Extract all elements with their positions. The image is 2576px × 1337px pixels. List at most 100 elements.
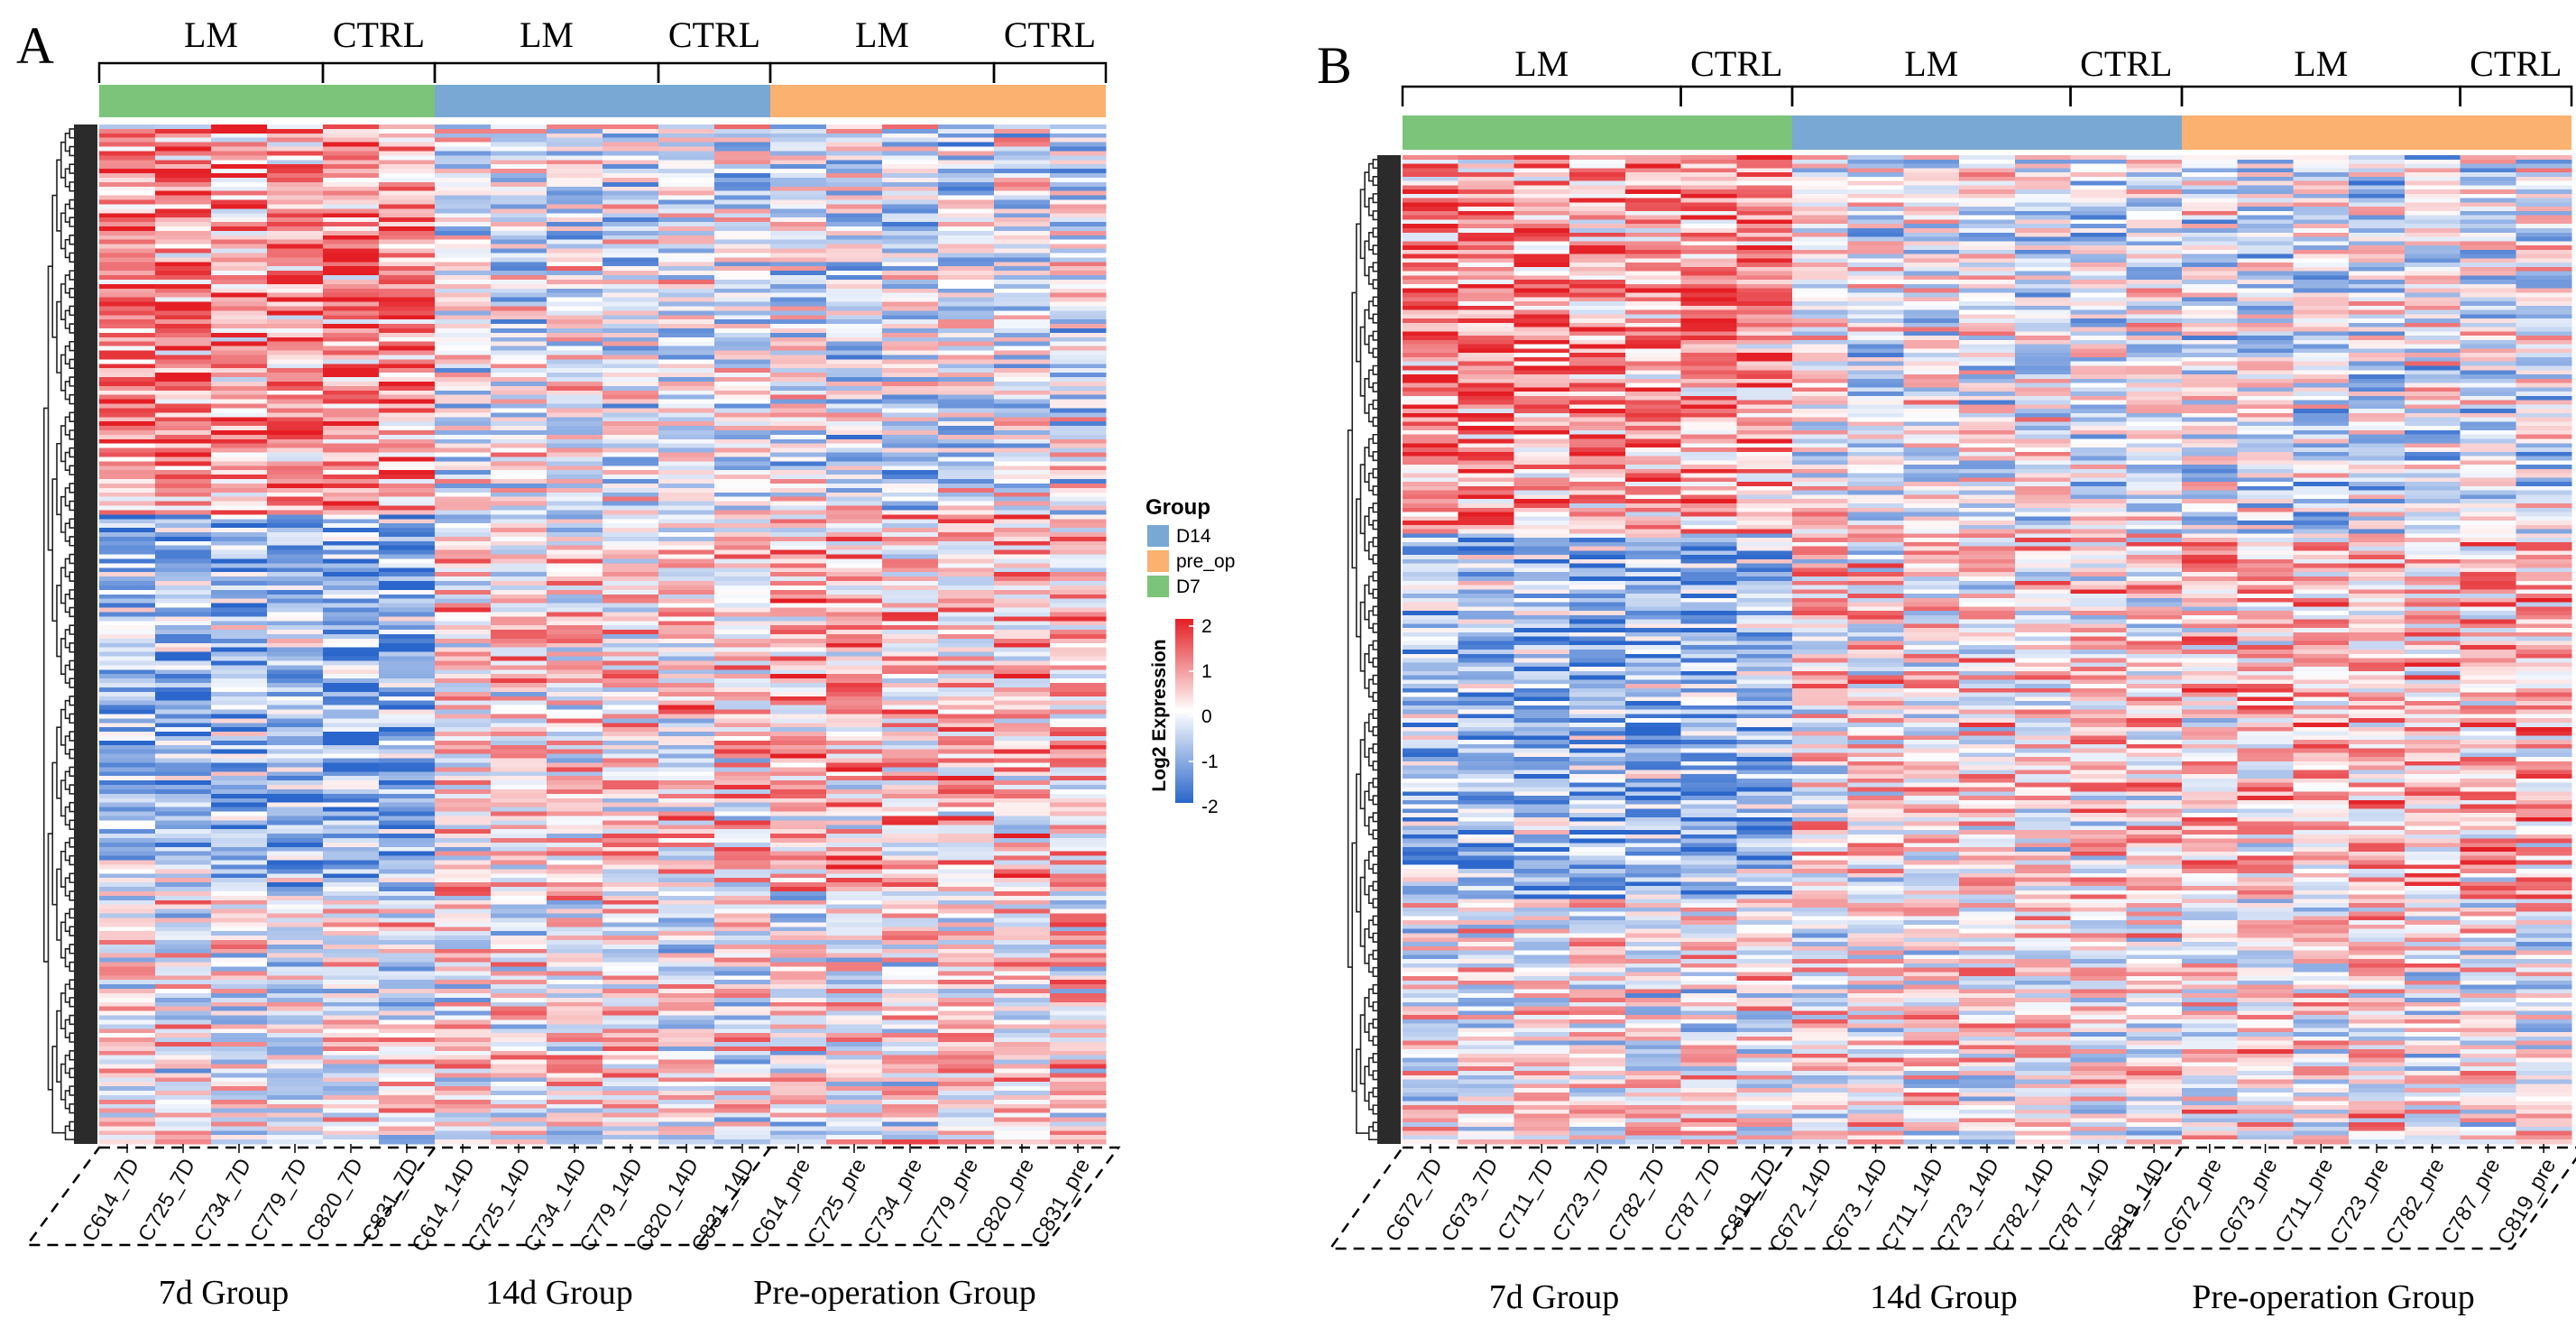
heatmap-cell bbox=[938, 1091, 995, 1096]
heatmap-cell bbox=[714, 749, 771, 755]
heatmap-cell bbox=[1050, 151, 1107, 156]
heatmap-cell bbox=[379, 128, 436, 134]
heatmap-cell bbox=[826, 230, 883, 236]
heatmap-cell bbox=[882, 417, 939, 422]
heatmap-cell bbox=[155, 181, 212, 188]
heatmap-cell bbox=[882, 736, 939, 742]
heatmap-cell bbox=[547, 133, 603, 139]
heatmap-cell bbox=[1403, 920, 1459, 926]
heatmap-cell bbox=[267, 310, 324, 316]
heatmap-cell bbox=[1050, 732, 1107, 737]
heatmap-cell bbox=[1403, 723, 1459, 728]
heatmap-cell bbox=[435, 421, 492, 427]
heatmap-cell bbox=[491, 1037, 547, 1043]
heatmap-cell bbox=[211, 904, 268, 910]
heatmap-cell bbox=[99, 505, 156, 512]
heatmap-cell bbox=[1403, 254, 1459, 259]
heatmap-cell bbox=[994, 705, 1051, 711]
heatmap-cell bbox=[323, 470, 380, 475]
heatmap-cell bbox=[1050, 1064, 1107, 1070]
heatmap-cell bbox=[323, 554, 380, 560]
heatmap-cell bbox=[211, 656, 268, 662]
heatmap-cell bbox=[1403, 942, 1459, 947]
heatmap-cell bbox=[770, 975, 827, 981]
heatmap-cell bbox=[267, 346, 324, 352]
heatmap-cell bbox=[603, 656, 659, 662]
heatmap-cell bbox=[99, 426, 156, 431]
heatmap-cell bbox=[99, 1108, 156, 1114]
heatmap-cell bbox=[1513, 202, 1570, 207]
heatmap-cell bbox=[994, 1055, 1051, 1061]
heatmap-cell bbox=[658, 767, 715, 772]
heatmap-cell bbox=[603, 1037, 659, 1043]
heatmap-cell bbox=[1458, 799, 1515, 806]
heatmap-cell bbox=[714, 230, 771, 236]
heatmap-cell bbox=[435, 581, 492, 586]
heatmap-cell bbox=[323, 953, 380, 959]
heatmap-cell bbox=[994, 1028, 1051, 1034]
heatmap-cell bbox=[938, 980, 995, 985]
heatmap-cell bbox=[770, 403, 827, 410]
heatmap-cell bbox=[603, 825, 659, 830]
heatmap-cell bbox=[155, 332, 212, 338]
heatmap-cell bbox=[826, 204, 883, 209]
heatmap-cell bbox=[714, 271, 771, 276]
heatmap-cell bbox=[491, 585, 547, 591]
heatmap-cell bbox=[658, 829, 715, 834]
heatmap-cell bbox=[211, 271, 268, 276]
heatmap-cell bbox=[714, 438, 771, 445]
heatmap-cell bbox=[826, 492, 883, 498]
heatmap-cell bbox=[994, 124, 1051, 130]
heatmap-cell bbox=[1050, 133, 1107, 139]
heatmap-cell bbox=[99, 882, 156, 888]
heatmap-cell bbox=[323, 1028, 380, 1034]
heatmap-cell bbox=[323, 403, 380, 410]
heatmap-cell bbox=[211, 882, 268, 888]
heatmap-cell bbox=[547, 394, 603, 401]
heatmap-cell bbox=[1513, 886, 1570, 891]
heatmap-cell bbox=[435, 855, 492, 862]
heatmap-cell bbox=[323, 523, 380, 529]
heatmap-cell bbox=[491, 788, 547, 795]
heatmap-cell bbox=[770, 173, 827, 179]
heatmap-cell bbox=[1458, 838, 1515, 844]
heatmap-cell bbox=[938, 496, 995, 503]
heatmap-cell bbox=[323, 501, 380, 507]
heatmap-cell bbox=[1403, 1001, 1459, 1008]
heatmap-cell bbox=[323, 1077, 380, 1083]
heatmap-cell bbox=[379, 834, 436, 839]
heatmap-cell bbox=[1458, 778, 1515, 784]
heatmap-cell bbox=[155, 222, 212, 227]
heatmap-cell bbox=[547, 594, 603, 600]
heatmap-cell bbox=[267, 825, 324, 830]
heatmap-cell bbox=[882, 475, 939, 480]
heatmap-cell bbox=[1050, 727, 1107, 733]
heatmap-cell bbox=[155, 142, 212, 148]
heatmap-cell bbox=[267, 523, 324, 529]
heatmap-cell bbox=[267, 1108, 324, 1114]
heatmap-cell bbox=[994, 1135, 1051, 1140]
heatmap-cell bbox=[1050, 607, 1107, 613]
heatmap-cell bbox=[1403, 1130, 1459, 1137]
heatmap-cell bbox=[714, 487, 771, 493]
heatmap-cell bbox=[714, 306, 771, 311]
heatmap-cell bbox=[994, 767, 1051, 772]
heatmap-cell bbox=[1458, 920, 1515, 926]
heatmap-cell bbox=[826, 226, 883, 232]
heatmap-cell bbox=[211, 1068, 268, 1074]
heatmap-cell bbox=[1458, 374, 1515, 380]
heatmap-cell bbox=[603, 1028, 659, 1034]
heatmap-cell bbox=[603, 621, 659, 626]
heatmap-cell bbox=[211, 475, 268, 480]
heatmap-cell bbox=[211, 262, 268, 267]
heatmap-cell bbox=[938, 940, 995, 945]
heatmap-cell bbox=[603, 421, 659, 427]
heatmap-cell bbox=[938, 434, 995, 440]
heatmap-cell bbox=[267, 244, 324, 250]
heatmap-cell bbox=[714, 1082, 771, 1087]
heatmap-cell bbox=[155, 479, 212, 484]
heatmap-cell bbox=[938, 887, 995, 892]
heatmap-cell bbox=[155, 1055, 212, 1061]
heatmap-cell bbox=[267, 581, 324, 586]
heatmap-cell bbox=[491, 922, 547, 927]
